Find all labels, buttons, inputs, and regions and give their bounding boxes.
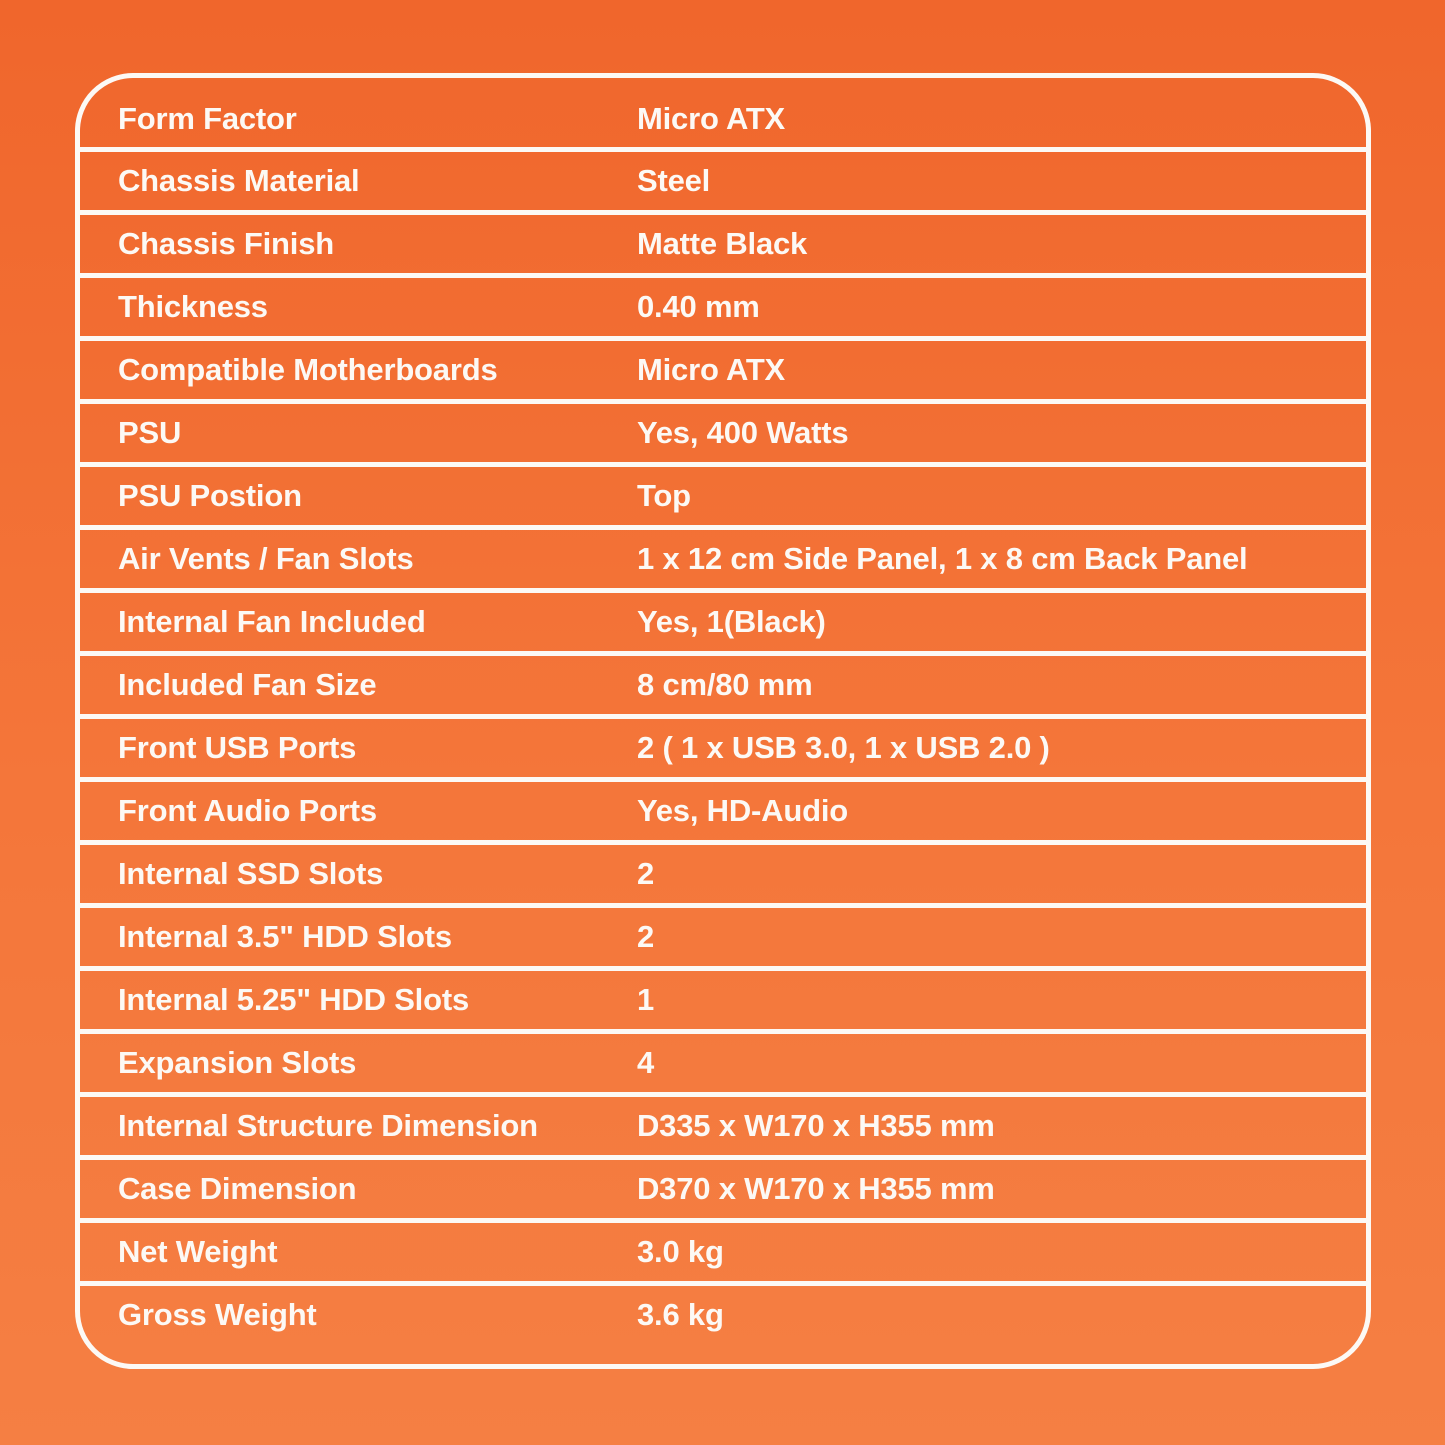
spec-row-value: 2 ( 1 x USB 3.0, 1 x USB 2.0 ) [637,730,1050,765]
spec-row-value: Micro ATX [637,352,786,387]
spec-row-value: 2 [637,856,655,891]
spec-row: Internal 3.5" HDD Slots 2 [80,908,1366,971]
spec-row-label: Case Dimension [118,1171,357,1206]
spec-row-label: Air Vents / Fan Slots [118,541,414,576]
spec-row-label: Internal SSD Slots [118,856,384,891]
spec-row: Thickness 0.40 mm [80,278,1366,341]
spec-row-label: Form Factor [118,101,297,136]
spec-row: PSU Postion Top [80,467,1366,530]
spec-row: Air Vents / Fan Slots 1 x 12 cm Side Pane… [80,530,1366,593]
spec-row: Form Factor Micro ATX [80,78,1366,152]
spec-row-label: Front USB Ports [118,730,357,765]
spec-row: Internal Structure Dimension D335 x W170 … [80,1097,1366,1160]
spec-row: Front Audio Ports Yes, HD-Audio [80,782,1366,845]
spec-row-value: D370 x W170 x H355 mm [637,1171,995,1206]
spec-row-label: Gross Weight [118,1296,317,1332]
spec-row: Gross Weight 3.6 kg [80,1286,1366,1364]
spec-row-value: 2 [637,919,655,954]
spec-row-value: Micro ATX [637,101,786,136]
spec-row-label: Chassis Material [118,163,360,198]
spec-row-value: Top [637,478,691,513]
spec-row-value: Yes, 1(Black) [637,604,826,639]
spec-row: Front USB Ports 2 ( 1 x USB 3.0, 1 x USB … [80,719,1366,782]
spec-row-value: Yes, HD-Audio [637,793,848,828]
spec-row-value: 8 cm/80 mm [637,667,813,702]
spec-row: Internal 5.25" HDD Slots 1 [80,971,1366,1034]
spec-row: Included Fan Size 8 cm/80 mm [80,656,1366,719]
spec-row-label: Internal 3.5" HDD Slots [118,919,452,954]
spec-row-label: Internal Fan Included [118,604,426,639]
spec-row-label: Expansion Slots [118,1045,357,1080]
spec-row: Expansion Slots 4 [80,1034,1366,1097]
spec-row-label: PSU Postion [118,478,302,513]
spec-row-label: Thickness [118,289,268,324]
spec-row-label: Compatible Motherboards [118,352,498,387]
spec-row-label: Internal Structure Dimension [118,1108,538,1143]
spec-row: Case Dimension D370 x W170 x H355 mm [80,1160,1366,1223]
spec-row-label: Chassis Finish [118,226,334,261]
spec-row: Chassis Finish Matte Black [80,215,1366,278]
spec-row-value: Steel [637,163,711,198]
spec-row-value: 0.40 mm [637,289,760,324]
spec-row-label: Internal 5.25" HDD Slots [118,982,469,1017]
spec-table: Form Factor Micro ATX Chassis Material Stee… [75,73,1371,1369]
spec-row: Internal Fan Included Yes, 1(Black) [80,593,1366,656]
spec-row-label: Net Weight [118,1234,278,1269]
spec-row-label: PSU [118,415,182,450]
spec-row-value: 1 x 12 cm Side Panel, 1 x 8 cm Back Pane… [637,541,1248,576]
spec-row-value: 4 [637,1045,655,1080]
spec-row-value: 1 [637,982,655,1017]
spec-row: Compatible Motherboards Micro ATX [80,341,1366,404]
spec-row-value: D335 x W170 x H355 mm [637,1108,995,1143]
spec-row-label: Included Fan Size [118,667,377,702]
spec-row: Chassis Material Steel [80,152,1366,215]
spec-row-value: 3.0 kg [637,1234,724,1269]
spec-row: Internal SSD Slots 2 [80,845,1366,908]
spec-row: PSU Yes, 400 Watts [80,404,1366,467]
spec-row-label: Front Audio Ports [118,793,377,828]
spec-row-value: Matte Black [637,226,808,261]
spec-row-value: Yes, 400 Watts [637,415,849,450]
spec-row-value: 3.6 kg [637,1296,724,1332]
spec-row: Net Weight 3.0 kg [80,1223,1366,1286]
